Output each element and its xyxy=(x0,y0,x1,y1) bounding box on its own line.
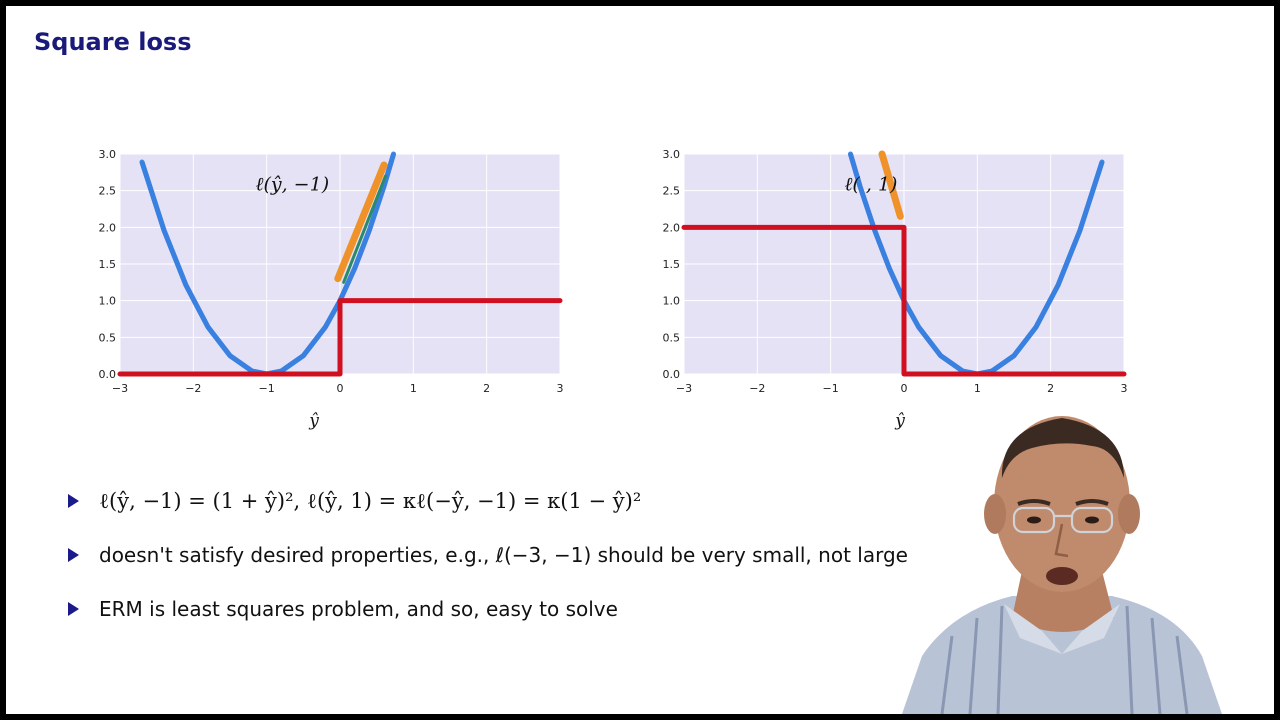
y-tick-label: 0.5 xyxy=(663,331,681,344)
y-tick-label: 1.0 xyxy=(663,295,681,308)
x-tick-label: 3 xyxy=(557,382,564,395)
bullet-item: doesn't satisfy desired properties, e.g.… xyxy=(68,528,1068,582)
hand-drawn-green-stroke xyxy=(342,174,387,284)
hand-drawn-red-step xyxy=(681,224,1127,377)
x-axis-label: ŷ xyxy=(308,411,319,431)
y-tick-label: 1.5 xyxy=(663,258,681,271)
x-tick-label: −3 xyxy=(112,382,128,395)
x-tick-label: 2 xyxy=(483,382,490,395)
loss-plot-left: 0.0 0.5 1.0 1.5 2.0 2.5 3.0 −3 −2 −1 0 1 2 3 ŷ ℓ(ŷ, −1) xyxy=(99,148,564,431)
slide-title: Square loss xyxy=(34,28,192,56)
x-tick-label: 0 xyxy=(901,382,908,395)
y-tick-label: 0.0 xyxy=(663,368,681,381)
hand-drawn-red-step xyxy=(117,298,563,377)
bullet-text: ERM is least squares problem, and so, ea… xyxy=(99,597,618,621)
y-tick-label: 2.5 xyxy=(99,185,117,198)
y-tick-label: 1.0 xyxy=(99,295,117,308)
x-tick-label: 3 xyxy=(1121,382,1128,395)
y-tick-label: 0.0 xyxy=(99,368,117,381)
y-tick-label: 2.0 xyxy=(99,221,117,234)
bullet-text: ℓ(ŷ, −1) = (1 + ŷ)², ℓ(ŷ, 1) = κℓ(−ŷ, −1… xyxy=(99,488,642,513)
x-tick-label: −2 xyxy=(185,382,201,395)
x-tick-label: −1 xyxy=(259,382,275,395)
y-tick-label: 1.5 xyxy=(99,258,117,271)
x-tick-label: −1 xyxy=(823,382,839,395)
bullet-list: ℓ(ŷ, −1) = (1 + ŷ)², ℓ(ŷ, 1) = κℓ(−ŷ, −1… xyxy=(68,474,1068,636)
bullet-triangle-icon xyxy=(68,494,79,508)
x-tick-label: −2 xyxy=(749,382,765,395)
hand-drawn-blue-trace xyxy=(139,151,397,377)
hand-drawn-blue-trace xyxy=(847,151,1105,377)
y-tick-label: 3.0 xyxy=(99,148,117,161)
bullet-item: ℓ(ŷ, −1) = (1 + ŷ)², ℓ(ŷ, 1) = κℓ(−ŷ, −1… xyxy=(68,474,1068,528)
bullet-text: doesn't satisfy desired properties, e.g.… xyxy=(99,543,908,567)
hand-drawn-orange-stroke xyxy=(334,161,388,283)
bullet-triangle-icon xyxy=(68,602,79,616)
curve-annotation: ℓ(ŷ, −1) xyxy=(256,174,330,196)
y-tick-label: 2.0 xyxy=(663,221,681,234)
x-tick-label: −3 xyxy=(676,382,692,395)
bullet-triangle-icon xyxy=(68,548,79,562)
lecture-slide: Square loss 0.0 0.5 1.0 1.5 2.0 2.5 3.0 −3 −2 −1 0… xyxy=(6,6,1274,714)
loss-plot-right: 0.0 0.5 1.0 1.5 2.0 2.5 3.0 −3 −2 −1 0 1 2 3 ŷ ℓ( , 1) xyxy=(663,148,1128,431)
x-tick-label: 0 xyxy=(337,382,344,395)
x-axis-label: ŷ xyxy=(894,411,905,431)
bullet-item: ERM is least squares problem, and so, ea… xyxy=(68,582,1068,636)
y-tick-label: 2.5 xyxy=(663,185,681,198)
hand-drawn-orange-stroke xyxy=(878,150,904,220)
x-tick-label: 1 xyxy=(410,382,417,395)
y-tick-label: 0.5 xyxy=(99,331,117,344)
x-tick-label: 1 xyxy=(974,382,981,395)
curve-annotation: ℓ( , 1) xyxy=(845,174,898,196)
x-tick-label: 2 xyxy=(1047,382,1054,395)
y-tick-label: 3.0 xyxy=(663,148,681,161)
speaker-video-overlay xyxy=(902,416,1222,714)
